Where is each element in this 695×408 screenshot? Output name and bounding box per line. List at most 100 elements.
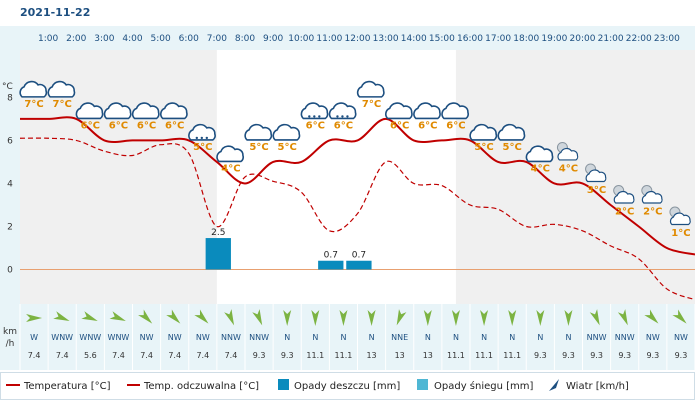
wind-direction: WNW: [108, 333, 130, 342]
legend-rain-swatch: [278, 379, 289, 390]
temperature-label: 5°C: [249, 142, 268, 153]
wind-arrow-icon: [26, 314, 43, 322]
hour-label: 4:00: [122, 34, 142, 44]
legend-wind: Wiatr [km/h]: [566, 381, 629, 392]
night-cloud-icon: [556, 141, 579, 161]
wind-speed: 11.1: [335, 351, 353, 360]
wind-arrow-icon: [194, 309, 209, 324]
wind-speed: 7.4: [112, 351, 125, 360]
wind-direction: NNW: [249, 333, 269, 342]
wind-speed: 9.3: [590, 351, 603, 360]
hour-header-band: [20, 26, 695, 50]
wind-speed: 9.3: [281, 351, 294, 360]
y-tick-label: 8: [7, 93, 13, 103]
y-tick-label: 2: [7, 223, 13, 233]
wind-arrow-icon: [508, 310, 517, 326]
wind-arrow-icon: [53, 311, 70, 321]
temperature-label: 7°C: [362, 99, 381, 110]
cloud-icon: [385, 102, 413, 120]
wind-unit-km: km: [3, 327, 17, 337]
temperature-label: 6°C: [418, 120, 437, 131]
wind-speed: 13: [395, 351, 405, 360]
wind-arrow-icon: [252, 309, 263, 326]
hour-label: 17:00: [485, 34, 511, 44]
hour-label: 9:00: [263, 34, 283, 44]
cloud-icon: [216, 145, 245, 163]
temperature-line: [20, 116, 695, 256]
night-shading: [455, 50, 695, 304]
wind-speed: 7.4: [168, 351, 181, 360]
temperature-label: 5°C: [503, 142, 522, 153]
wind-direction: N: [369, 333, 375, 342]
hour-label: 3:00: [94, 34, 114, 44]
wind-arrow-icon: [311, 310, 320, 326]
wind-speed: 9.3: [618, 351, 631, 360]
temperature-label: 1°C: [671, 228, 690, 239]
cloud-icon: [441, 102, 470, 120]
felt-temperature-line: [19, 137, 695, 301]
rain-cloud-icon: [300, 102, 329, 120]
wind-arrow-icon: [644, 309, 659, 324]
rain-bar: [346, 260, 372, 270]
y-axis-unit: °C: [2, 82, 13, 92]
wind-speed: 7.4: [196, 351, 209, 360]
night-cloud-icon: [585, 163, 607, 183]
forecast-date: 2021-11-22: [20, 6, 91, 19]
temperature-label: 2°C: [643, 207, 662, 218]
wind-arrow-icon: [109, 311, 126, 321]
rain-bar: [318, 260, 344, 270]
cloud-icon: [131, 102, 160, 120]
temperature-label: 4°C: [221, 163, 240, 174]
temperature-label: 6°C: [81, 120, 100, 131]
hour-label: 19:00: [541, 34, 567, 44]
wind-direction: WNW: [51, 333, 73, 342]
wind-arrow-icon: [617, 309, 628, 326]
wind-speed: 13: [366, 351, 376, 360]
wind-speed: 11.1: [306, 351, 324, 360]
wind-arrow-icon: [166, 309, 181, 324]
cloud-icon: [272, 123, 301, 141]
hour-label: 16:00: [457, 34, 483, 44]
wind-speed: 7.4: [140, 351, 153, 360]
hour-label: 13:00: [373, 34, 399, 44]
wind-speed: 9.3: [534, 351, 547, 360]
temperature-label: 6°C: [334, 120, 353, 131]
wind-speed: 9.3: [646, 351, 659, 360]
rain-cloud-icon: [328, 102, 357, 120]
wind-speed: 11.1: [475, 351, 493, 360]
rain-label: 2.5: [211, 228, 225, 238]
temperature-label: 5°C: [278, 142, 297, 153]
cloud-icon: [469, 123, 498, 141]
rain-label: 0.7: [352, 251, 366, 261]
rain-label: 0.7: [324, 251, 338, 261]
temperature-label: 6°C: [109, 120, 128, 131]
wind-arrow-icon: [283, 310, 292, 326]
temperature-label: 5°C: [474, 142, 493, 153]
cloud-icon: [75, 102, 104, 120]
wind-direction: N: [425, 333, 431, 342]
wind-direction: N: [565, 333, 571, 342]
wind-speed: 7.4: [225, 351, 238, 360]
hour-label: 22:00: [626, 34, 652, 44]
wind-arrow-icon: [564, 310, 573, 326]
cloud-icon: [356, 80, 385, 98]
temperature-label: 7°C: [53, 99, 72, 110]
wind-arrow-icon: [451, 310, 460, 326]
hour-label: 8:00: [235, 34, 255, 44]
hour-label: 15:00: [429, 34, 455, 44]
temperature-label: 6°C: [446, 120, 465, 131]
hour-label: 11:00: [316, 34, 342, 44]
legend-snow-swatch: [417, 379, 428, 390]
night-cloud-icon: [669, 206, 691, 226]
temperature-label: 6°C: [390, 120, 409, 131]
cloud-icon: [103, 102, 132, 120]
wind-unit-h: /h: [6, 339, 15, 349]
temperature-label: 4°C: [531, 163, 550, 174]
wind-direction: NNE: [391, 333, 408, 342]
wind-direction: NNW: [587, 333, 607, 342]
wind-arrow-icon: [81, 311, 98, 321]
y-tick-label: 0: [7, 266, 13, 276]
wind-arrow-icon: [367, 310, 376, 326]
temperature-label: 3°C: [587, 185, 606, 196]
